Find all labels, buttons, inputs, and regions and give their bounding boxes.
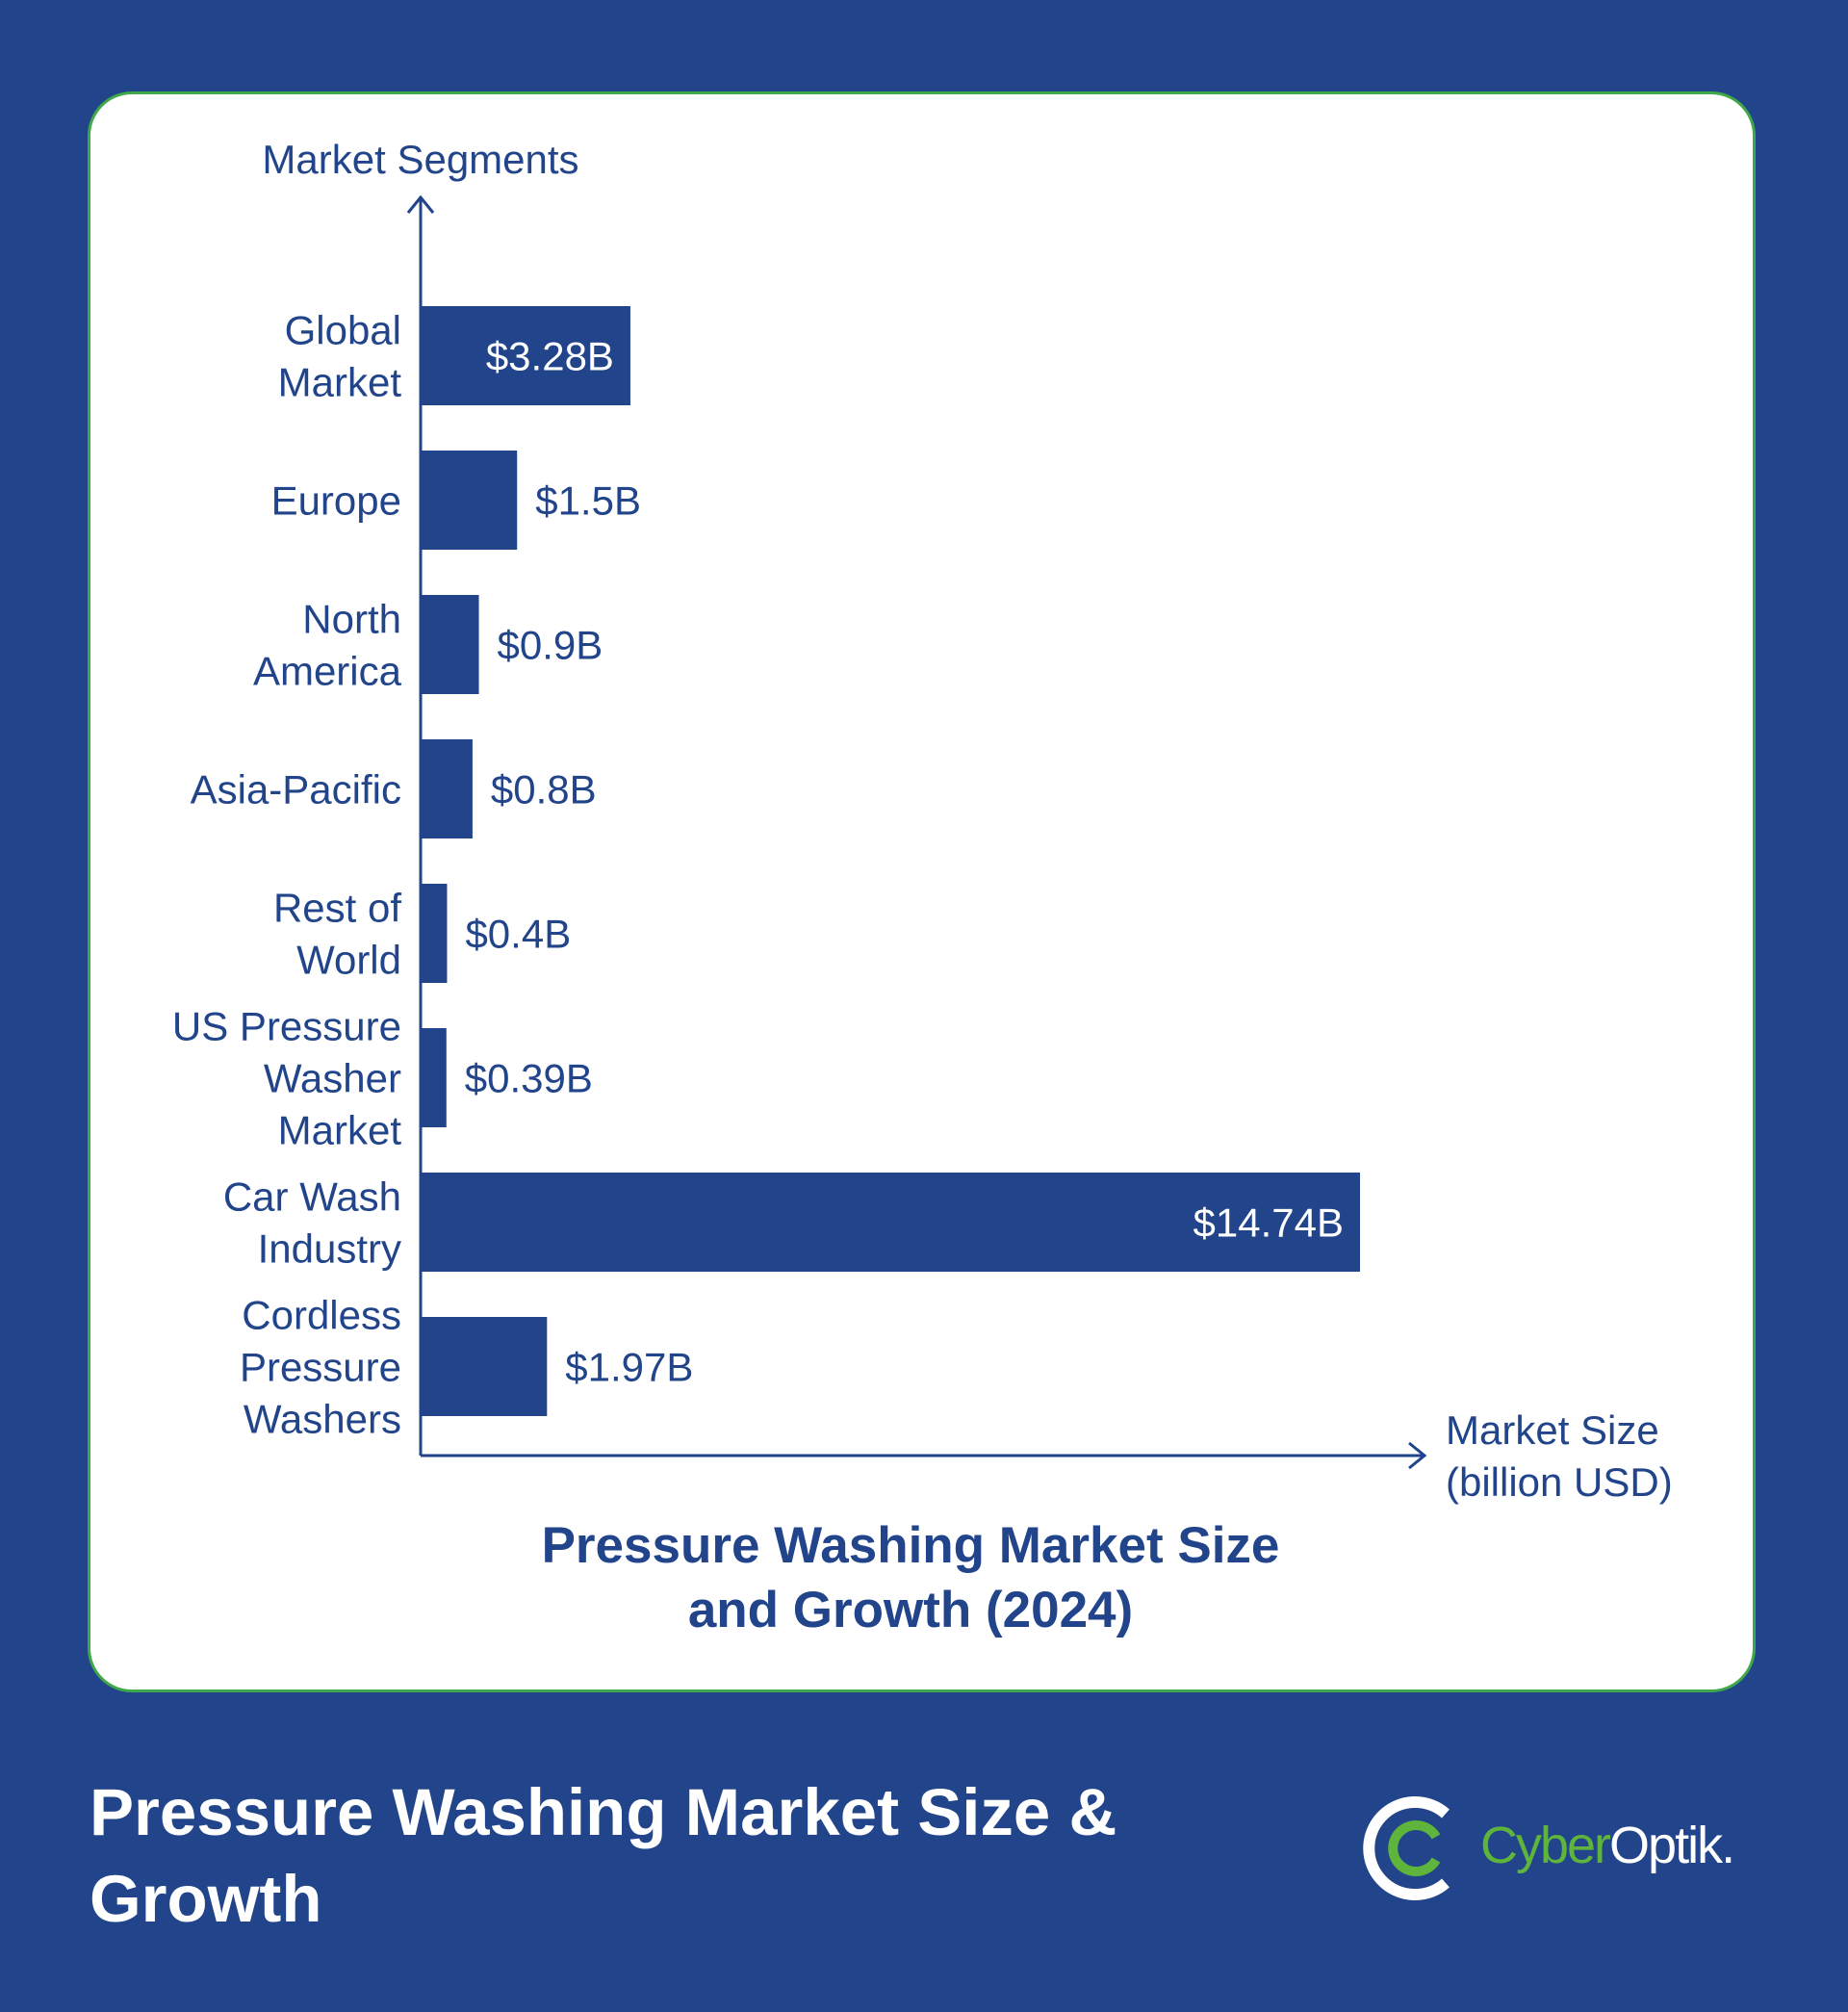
bar-1 — [422, 451, 518, 550]
bar-4 — [422, 884, 448, 983]
category-label-1: Europe — [271, 478, 401, 524]
bar-value-label-6: $14.74B — [1194, 1200, 1344, 1246]
category-label-4: Rest of World — [273, 886, 401, 983]
y-axis-label: Market Segments — [262, 137, 578, 182]
logo-ring-icon — [1363, 1796, 1450, 1900]
bar-value-label-1: $1.5B — [535, 478, 641, 524]
category-label-7: Cordless Pressure Washers — [240, 1293, 401, 1442]
bar-2 — [422, 595, 479, 694]
bar-value-label-4: $0.4B — [465, 912, 571, 957]
bar-7 — [422, 1317, 548, 1416]
logo-text-cyber: Cyber — [1480, 1817, 1611, 1874]
bar-value-label-5: $0.39B — [465, 1056, 593, 1101]
bar-0 — [422, 306, 630, 405]
footer-title: Pressure Washing Market Size & Growth — [90, 1775, 1117, 1936]
x-axis-label: Market Size (billion USD) — [1446, 1407, 1673, 1505]
bar-value-label-3: $0.8B — [491, 767, 597, 813]
category-label-6: Car Wash Industry — [223, 1174, 401, 1272]
category-label-3: Asia-Pacific — [191, 767, 401, 813]
category-label-0: Global Market — [278, 308, 402, 405]
chart-card — [88, 91, 1756, 1692]
chart-title: Pressure Washing Market Size and Growth (… — [541, 1517, 1280, 1638]
bar-3 — [422, 739, 473, 838]
category-label-5: US Pressure Washer Market — [172, 1004, 401, 1153]
bar-6 — [422, 1173, 1360, 1272]
bar-value-label-0: $3.28B — [486, 334, 614, 379]
bar-chart: Market Segments Market Size (billion USD) $… — [172, 137, 1673, 1505]
logo-text-optik: Optik. — [1609, 1817, 1735, 1874]
category-label-2: North America — [253, 597, 402, 694]
bar-value-label-7: $1.97B — [565, 1345, 693, 1390]
logo-text: CyberOptik. — [1480, 1816, 1735, 1875]
bar-5 — [422, 1028, 447, 1127]
bar-value-label-2: $0.9B — [498, 623, 603, 668]
cyberoptik-logo: CyberOptik. — [1357, 1791, 1761, 1906]
y-axis-arrow-icon — [406, 194, 435, 214]
x-axis-arrow-icon — [1408, 1441, 1427, 1470]
